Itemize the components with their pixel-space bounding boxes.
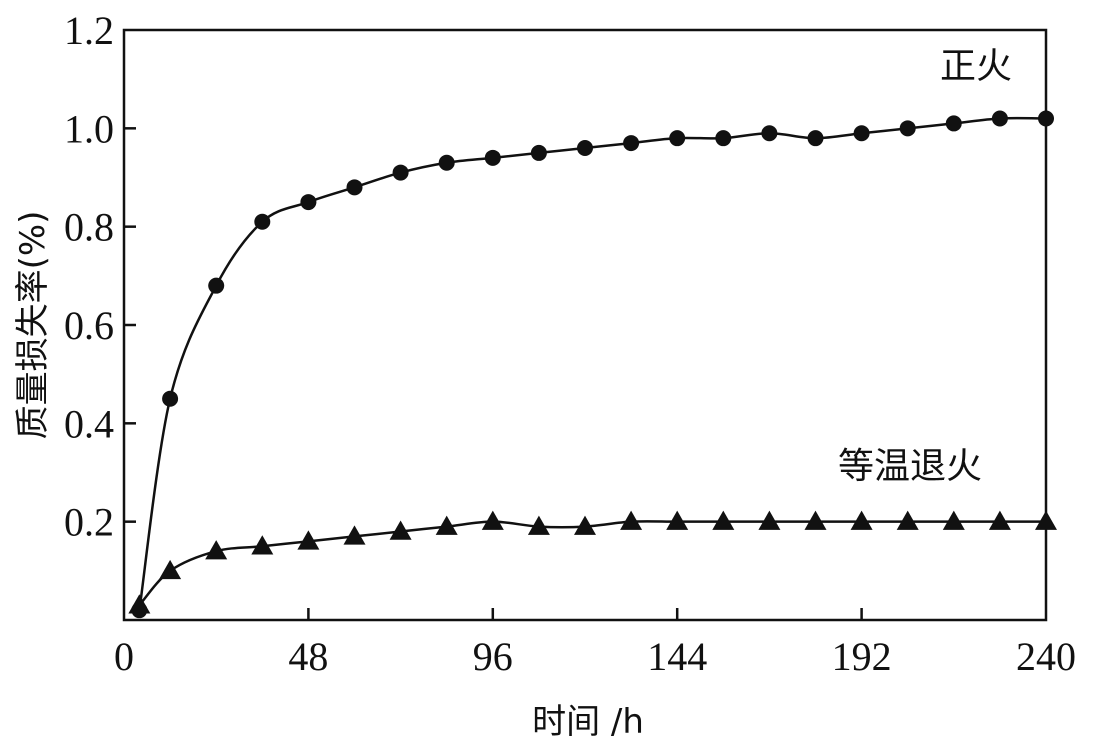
data-point-triangle: [205, 540, 228, 560]
data-point-circle: [899, 120, 916, 137]
data-point-circle: [807, 130, 824, 147]
series-lines: [138, 116, 1047, 611]
data-point-circle: [669, 130, 686, 147]
data-point-triangle: [942, 510, 965, 530]
y-tick-label: 1.0: [64, 106, 114, 151]
y-axis: 0.2 0.4 0.6 0.8 1.0 1.2: [64, 8, 136, 545]
data-point-triangle: [850, 510, 873, 530]
data-point-circle: [208, 277, 225, 294]
data-point-circle: [945, 115, 962, 132]
data-point-circle: [484, 149, 501, 166]
data-point-triangle: [988, 510, 1011, 530]
data-point-triangle: [481, 510, 504, 530]
x-tick-label: 240: [1016, 634, 1076, 679]
data-point-circle: [853, 125, 870, 142]
data-point-triangle: [251, 535, 274, 555]
x-tick-label: 0: [114, 634, 134, 679]
y-tick-label: 0.4: [64, 401, 114, 446]
data-point-circle: [530, 144, 547, 161]
series-markers: [128, 110, 1057, 619]
data-point-circle: [346, 179, 363, 196]
x-axis-title: 时间 /h: [532, 702, 644, 742]
x-tick-label: 144: [647, 634, 707, 679]
data-point-circle: [392, 164, 409, 181]
data-point-circle: [623, 135, 640, 152]
data-point-triangle: [758, 510, 781, 530]
data-point-triangle: [712, 510, 735, 530]
x-tick-label: 48: [288, 634, 328, 679]
y-tick-label: 0.8: [64, 205, 114, 250]
y-tick-label: 1.2: [64, 8, 114, 53]
data-point-triangle: [297, 530, 320, 550]
data-point-triangle: [527, 515, 550, 535]
y-tick-label: 0.2: [64, 500, 114, 545]
data-point-circle: [254, 213, 271, 230]
data-point-triangle: [896, 510, 919, 530]
x-tick-label: 192: [832, 634, 892, 679]
data-point-triangle: [389, 520, 412, 540]
data-point-circle: [577, 140, 593, 156]
data-point-circle: [438, 154, 455, 171]
data-point-triangle: [1035, 510, 1057, 530]
data-point-circle: [1038, 110, 1054, 127]
data-point-circle: [300, 194, 317, 211]
data-point-triangle: [128, 594, 151, 614]
y-axis-title: 质量损失率(%): [13, 211, 53, 440]
data-point-triangle: [159, 559, 182, 580]
series-label-zhenghuo: 正火: [940, 46, 1012, 87]
y-tick-label: 0.6: [64, 303, 114, 348]
data-point-triangle: [435, 515, 458, 535]
x-axis: 0 48 96 144 192 240: [114, 608, 1076, 679]
data-point-circle: [991, 110, 1008, 127]
series-line-0: [138, 116, 1047, 611]
x-tick-label: 96: [473, 634, 513, 679]
series-label-dengwen-tuihuo: 等温退火: [838, 446, 982, 487]
data-point-circle: [162, 390, 179, 407]
data-point-circle: [715, 130, 732, 147]
data-point-triangle: [804, 510, 827, 530]
data-point-circle: [761, 125, 778, 142]
data-point-triangle: [343, 525, 366, 545]
data-point-triangle: [666, 510, 689, 530]
data-point-triangle: [574, 515, 596, 535]
data-point-triangle: [620, 510, 643, 530]
